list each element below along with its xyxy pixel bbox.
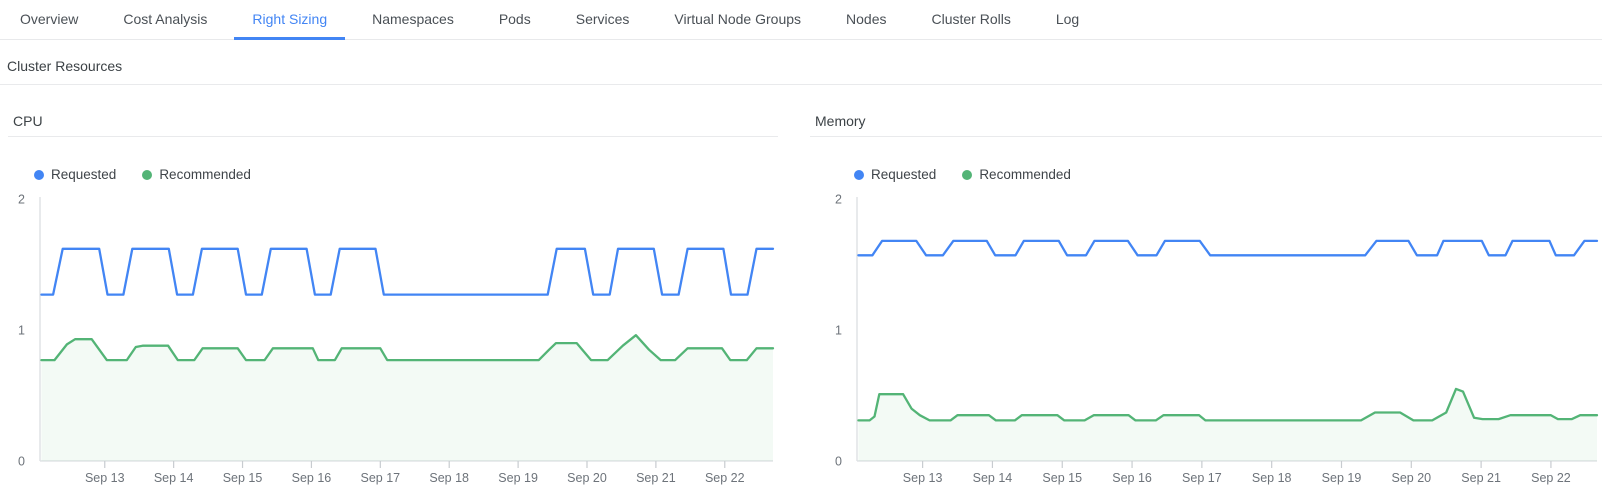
section-title: Cluster Resources	[7, 58, 123, 74]
legend-label: Requested	[871, 167, 937, 182]
svg-text:Sep 13: Sep 13	[85, 471, 125, 485]
tab-cluster-rolls[interactable]: Cluster Rolls	[913, 0, 1028, 40]
svg-text:0: 0	[835, 455, 842, 469]
memory-title-divider	[810, 136, 1602, 137]
tab-bar: Overview Cost Analysis Right Sizing Namespa…	[0, 0, 1602, 40]
svg-text:Sep 21: Sep 21	[636, 471, 676, 485]
svg-text:Sep 22: Sep 22	[1531, 471, 1571, 485]
svg-text:Sep 17: Sep 17	[361, 471, 401, 485]
y-axis: 0 1 2	[18, 193, 41, 469]
legend-label: Requested	[51, 167, 117, 182]
svg-text:Sep 14: Sep 14	[973, 471, 1013, 485]
cpu-chart-title: CPU	[13, 113, 43, 129]
legend-label: Recommended	[159, 167, 251, 182]
svg-text:Sep 19: Sep 19	[1322, 471, 1362, 485]
svg-text:Sep 18: Sep 18	[429, 471, 469, 485]
memory-chart-legend: Requested Recommended	[810, 167, 1602, 182]
svg-text:Sep 18: Sep 18	[1252, 471, 1292, 485]
x-axis: Sep 13 Sep 14 Sep 15 Sep 16 Sep 17 Sep 18 Sep …	[857, 460, 1597, 485]
series-requested-line	[857, 239, 1599, 257]
svg-text:Sep 20: Sep 20	[1391, 471, 1431, 485]
svg-text:Sep 20: Sep 20	[567, 471, 607, 485]
svg-text:1: 1	[18, 324, 25, 338]
tab-right-sizing[interactable]: Right Sizing	[234, 0, 346, 40]
tab-virtual-node-groups[interactable]: Virtual Node Groups	[656, 0, 819, 40]
tab-pods[interactable]: Pods	[481, 0, 549, 40]
legend-dot-recommended	[962, 169, 973, 180]
legend-item-requested[interactable]: Requested	[34, 167, 116, 182]
tab-cost-analysis[interactable]: Cost Analysis	[105, 0, 225, 40]
memory-chart-panel: Memory Requested Recommended 0 1 2 Sep 13 Sep…	[810, 85, 1602, 488]
svg-text:Sep 13: Sep 13	[903, 471, 943, 485]
legend-dot-requested	[854, 169, 864, 180]
svg-text:Sep 16: Sep 16	[292, 471, 332, 485]
svg-text:Sep 19: Sep 19	[498, 471, 538, 485]
x-axis: Sep 13 Sep 14 Sep 15 Sep 16 Sep 17 Sep 18 Sep …	[40, 460, 773, 485]
legend-dot-requested	[34, 169, 44, 180]
tab-log[interactable]: Log	[1038, 0, 1097, 40]
legend-item-recommended[interactable]: Recommended	[142, 167, 251, 182]
cpu-chart-legend: Requested Recommended	[8, 167, 778, 182]
svg-text:Sep 21: Sep 21	[1461, 471, 1501, 485]
tab-services[interactable]: Services	[558, 0, 648, 40]
section-divider	[0, 84, 1602, 85]
svg-text:Sep 22: Sep 22	[705, 471, 745, 485]
series-recommended-line	[40, 334, 775, 362]
series-recommended-area	[858, 388, 1597, 461]
svg-text:Sep 17: Sep 17	[1182, 471, 1222, 485]
svg-text:2: 2	[835, 193, 842, 207]
legend-label: Recommended	[979, 167, 1071, 182]
legend-item-recommended[interactable]: Recommended	[962, 167, 1071, 182]
svg-text:Sep 15: Sep 15	[223, 471, 263, 485]
charts-row: CPU Requested Recommended 0 1 2 Sep 13 Sep 14…	[0, 85, 1602, 488]
y-axis: 0 1 2	[835, 193, 858, 469]
series-requested-line	[40, 247, 775, 296]
legend-dot-recommended	[142, 169, 153, 180]
svg-text:Sep 15: Sep 15	[1042, 471, 1082, 485]
cpu-chart-panel: CPU Requested Recommended 0 1 2 Sep 13 Sep 14…	[8, 85, 778, 488]
series-recommended-line	[857, 387, 1599, 422]
svg-text:2: 2	[18, 193, 25, 207]
svg-text:0: 0	[18, 455, 25, 469]
tab-namespaces[interactable]: Namespaces	[354, 0, 472, 40]
svg-text:Sep 16: Sep 16	[1112, 471, 1152, 485]
svg-text:Sep 14: Sep 14	[154, 471, 194, 485]
svg-text:1: 1	[835, 324, 842, 338]
series-recommended-area	[41, 335, 773, 461]
tab-nodes[interactable]: Nodes	[828, 0, 904, 40]
tab-overview[interactable]: Overview	[2, 0, 96, 40]
memory-chart-title: Memory	[815, 113, 866, 129]
cpu-title-divider	[8, 136, 778, 137]
legend-item-requested[interactable]: Requested	[854, 167, 936, 182]
